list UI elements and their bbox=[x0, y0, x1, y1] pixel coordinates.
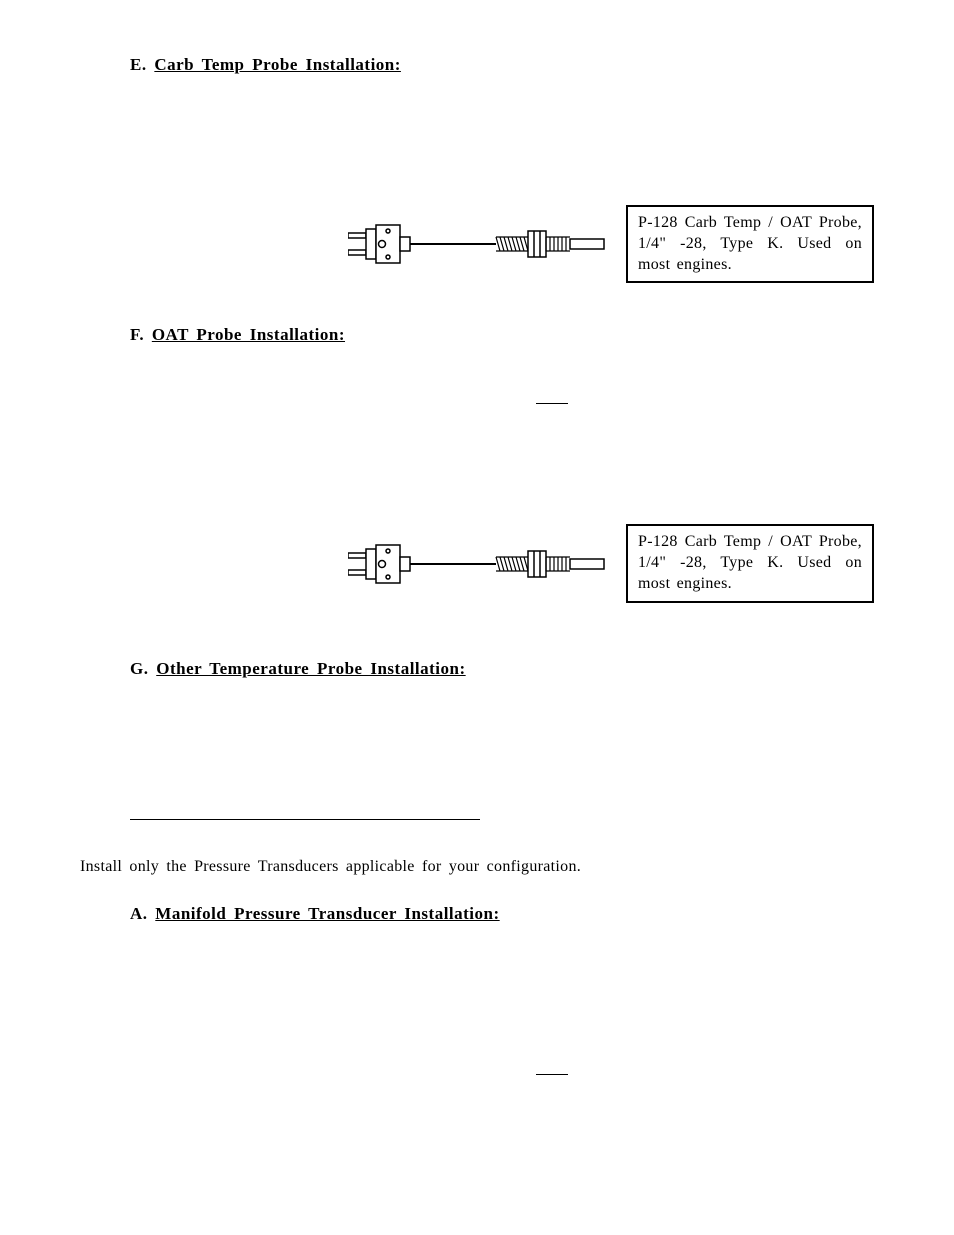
section-e-prefix: E. bbox=[130, 55, 154, 74]
caption-box-f: P-128 Carb Temp / OAT Probe, 1/4" -28, T… bbox=[626, 524, 874, 602]
section-a-prefix: A. bbox=[130, 904, 155, 923]
section-f-figure-row: P-128 Carb Temp / OAT Probe, 1/4" -28, T… bbox=[80, 524, 874, 602]
section-a-title: Manifold Pressure Transducer Installatio… bbox=[155, 904, 499, 923]
section-f-heading: F. OAT Probe Installation: bbox=[130, 325, 874, 345]
section-g-prefix: G. bbox=[130, 659, 156, 678]
section-f-title: OAT Probe Installation: bbox=[152, 325, 345, 344]
section-e-figure-row: P-128 Carb Temp / OAT Probe, 1/4" -28, T… bbox=[80, 205, 874, 283]
section-e-title: Carb Temp Probe Installation: bbox=[154, 55, 401, 74]
probe-diagram-f bbox=[348, 539, 608, 589]
caption-box-e: P-128 Carb Temp / OAT Probe, 1/4" -28, T… bbox=[626, 205, 874, 283]
probe-diagram-e bbox=[348, 219, 608, 269]
section-a-heading: A. Manifold Pressure Transducer Installa… bbox=[130, 904, 874, 924]
section-divider bbox=[130, 819, 480, 820]
small-rule-a bbox=[536, 1074, 568, 1075]
transducer-intro-text: Install only the Pressure Transducers ap… bbox=[80, 858, 874, 876]
caption-e-text: P-128 Carb Temp / OAT Probe, 1/4" -28, T… bbox=[638, 214, 862, 273]
section-g-title: Other Temperature Probe Installation: bbox=[156, 659, 465, 678]
section-g-heading: G. Other Temperature Probe Installation: bbox=[130, 659, 874, 679]
section-f-prefix: F. bbox=[130, 325, 152, 344]
caption-f-text: P-128 Carb Temp / OAT Probe, 1/4" -28, T… bbox=[638, 533, 862, 592]
section-e-heading: E. Carb Temp Probe Installation: bbox=[130, 55, 874, 75]
